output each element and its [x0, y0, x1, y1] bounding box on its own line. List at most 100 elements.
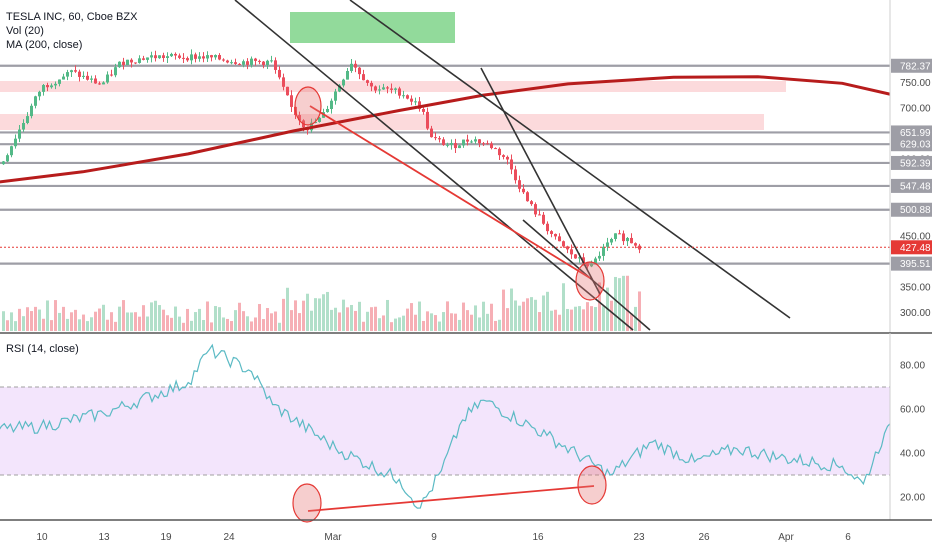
time-tick-label: 19: [160, 532, 172, 543]
candle-body: [634, 243, 637, 246]
volume-bar: [382, 315, 385, 331]
candle-body: [478, 139, 481, 144]
price-tag-label: 395.51: [900, 259, 931, 270]
volume-bar: [246, 316, 249, 331]
volume-bar: [626, 275, 629, 331]
candle-body: [578, 257, 581, 259]
resistance-zone-upper: [0, 81, 786, 92]
volume-bar: [570, 309, 573, 331]
candle-body: [182, 57, 185, 59]
volume-bar: [446, 301, 449, 331]
candle-body: [514, 169, 517, 181]
volume-bar: [230, 321, 233, 331]
candle-body: [138, 58, 141, 63]
volume-bar: [562, 283, 565, 331]
volume-bar: [250, 321, 253, 331]
volume-bar: [282, 298, 285, 331]
volume-bar: [110, 312, 113, 331]
price-circle-1: [294, 86, 322, 126]
price-tick-label: 450.00: [900, 231, 931, 242]
candle-body: [630, 237, 633, 244]
candle-body: [166, 56, 169, 59]
volume-bar: [610, 300, 613, 331]
volume-bar: [554, 309, 557, 331]
candle-body: [170, 53, 173, 57]
volume-bar: [278, 322, 281, 331]
volume-bar: [46, 300, 49, 331]
volume-bar: [310, 310, 313, 331]
candle-body: [102, 82, 105, 85]
volume-bar: [174, 306, 177, 331]
volume-bar: [406, 308, 409, 331]
volume-bar: [210, 322, 213, 331]
candle-body: [94, 78, 97, 84]
volume-bar: [466, 310, 469, 331]
candle-body: [250, 58, 253, 65]
trendline-2: [349, 0, 791, 319]
candle-body: [278, 69, 281, 78]
candle-body: [386, 87, 389, 89]
time-axis[interactable]: 10 13 19 24 Mar 9 16 23 26 Apr 6: [36, 532, 851, 543]
volume-bar: [326, 291, 329, 331]
volume-bar: [198, 308, 201, 331]
candle-body: [526, 192, 529, 202]
price-tick-label: 700.00: [900, 103, 931, 114]
volume-bar: [190, 320, 193, 331]
candle-body: [142, 58, 145, 60]
candle-body: [238, 63, 241, 65]
candle-body: [234, 62, 237, 64]
volume-bar: [66, 318, 69, 331]
volume-bar: [622, 275, 625, 331]
candle-body: [218, 55, 221, 60]
candle-body: [378, 89, 381, 91]
rsi-circle-2: [577, 465, 607, 505]
volume-bar: [450, 313, 453, 331]
candle-body: [366, 80, 369, 83]
volume-bar: [362, 321, 365, 331]
volume-bar: [566, 308, 569, 331]
volume-bar: [26, 307, 29, 331]
volume-bar: [594, 307, 597, 331]
time-tick-label: 10: [36, 532, 48, 543]
candle-body: [342, 79, 345, 86]
candle-body: [90, 78, 93, 80]
volume-bar: [218, 307, 221, 331]
volume-bar: [410, 303, 413, 331]
volume-bar: [470, 314, 473, 331]
volume-bar: [422, 320, 425, 331]
candle-body: [122, 61, 125, 66]
volume-bar: [86, 321, 89, 331]
volume-bar: [454, 313, 457, 331]
volume-bar: [346, 307, 349, 331]
volume-bar: [394, 318, 397, 331]
candle-body: [350, 63, 353, 72]
candle-body: [202, 56, 205, 59]
ma-200-line: [0, 75, 932, 184]
volume-bar: [426, 311, 429, 331]
candle-body: [470, 141, 473, 143]
rsi-axis[interactable]: 20.00 40.00 60.00 80.00: [900, 361, 925, 504]
ma-label: MA (200, close): [6, 39, 83, 51]
candle-body: [426, 111, 429, 129]
candle-body: [314, 121, 317, 123]
candle-body: [282, 77, 285, 87]
time-tick-label: Apr: [778, 532, 794, 543]
volume-bar: [634, 306, 637, 331]
candle-body: [326, 108, 329, 113]
volume-bar: [222, 317, 225, 331]
candle-body: [2, 161, 5, 165]
volume-bar: [70, 312, 73, 331]
candle-body: [462, 139, 465, 146]
volume-bar: [542, 295, 545, 331]
volume-bar: [602, 306, 605, 331]
current-price-tag: 427.48: [891, 240, 932, 255]
price-tag-label: 629.03: [900, 140, 931, 151]
volume-bar: [366, 311, 369, 331]
volume-bar: [266, 308, 269, 331]
candle-body: [550, 231, 553, 234]
candle-body: [406, 95, 409, 99]
volume-bar: [54, 300, 57, 331]
candle-body: [230, 62, 233, 64]
time-tick-label: 9: [431, 532, 437, 543]
candle-body: [614, 233, 617, 239]
